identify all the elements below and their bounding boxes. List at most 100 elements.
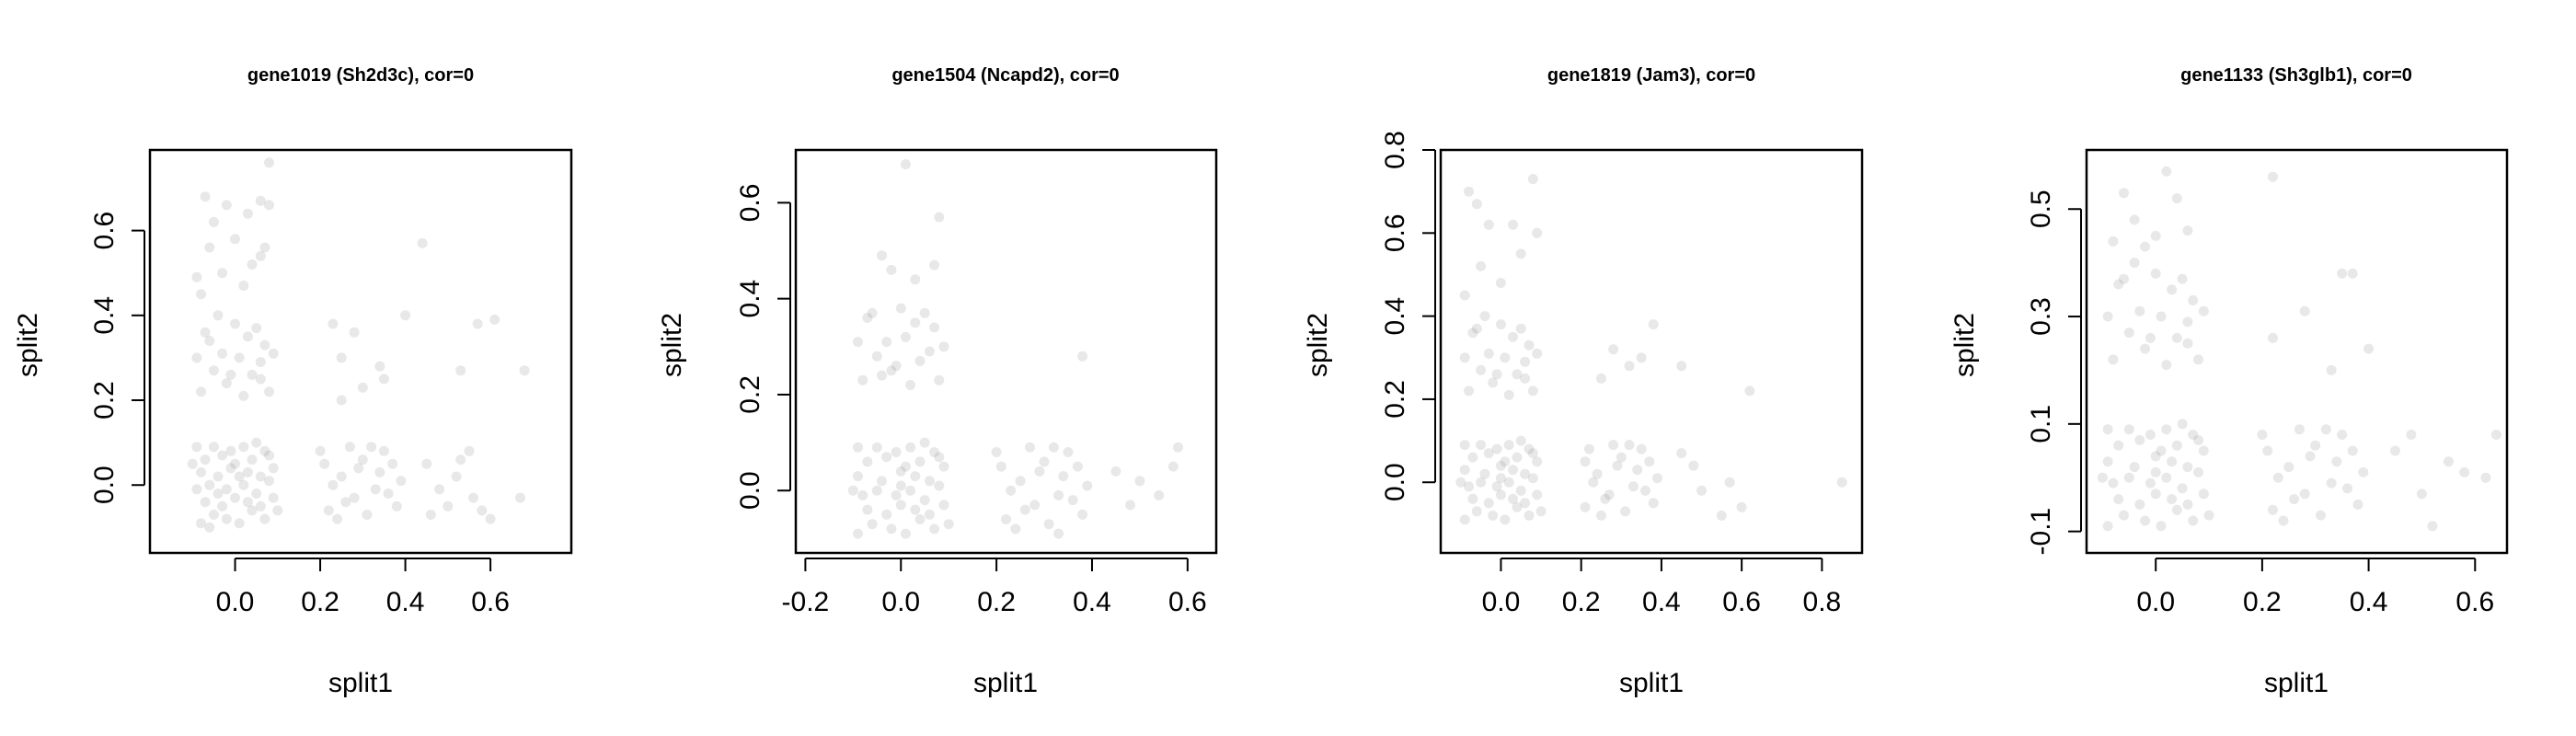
x-axis-title: split1 bbox=[328, 668, 393, 698]
data-point bbox=[217, 268, 228, 279]
data-point bbox=[2390, 445, 2400, 456]
data-point bbox=[914, 514, 926, 524]
data-point bbox=[1459, 290, 1470, 301]
data-point bbox=[191, 271, 202, 282]
y-axis: 0.0 0.2 0.4 0.6 bbox=[89, 212, 145, 504]
y-tick-label: 0.6 bbox=[1380, 213, 1410, 252]
data-point bbox=[1508, 465, 1518, 476]
data-point bbox=[357, 454, 368, 466]
data-point bbox=[1500, 514, 1511, 525]
data-point bbox=[2459, 466, 2470, 477]
data-point bbox=[1495, 489, 1506, 500]
x-axis-title: split1 bbox=[2264, 668, 2329, 698]
data-point bbox=[2145, 477, 2156, 489]
data-point bbox=[191, 352, 202, 363]
data-point bbox=[247, 454, 258, 466]
data-point bbox=[374, 466, 385, 477]
data-point bbox=[1608, 440, 1619, 451]
y-tick-label: 0.3 bbox=[2026, 297, 2056, 336]
data-point bbox=[1476, 364, 1487, 375]
data-point bbox=[247, 505, 258, 516]
data-point bbox=[853, 528, 863, 539]
data-point bbox=[2203, 510, 2214, 521]
data-point bbox=[2443, 456, 2454, 467]
data-point bbox=[191, 484, 202, 495]
data-point bbox=[2150, 268, 2161, 279]
data-point bbox=[1532, 348, 1543, 359]
data-point bbox=[2140, 515, 2151, 526]
data-point bbox=[1476, 440, 1487, 451]
data-point bbox=[1001, 514, 1011, 524]
data-point bbox=[2289, 494, 2300, 505]
data-point bbox=[1515, 485, 1526, 496]
data-point bbox=[867, 519, 878, 530]
data-point bbox=[378, 374, 389, 385]
data-point bbox=[272, 505, 283, 516]
y-axis: 0.0 0.2 0.4 0.6 0.8 bbox=[1380, 131, 1436, 501]
data-point bbox=[247, 259, 258, 270]
y-tick-label: 0.0 bbox=[89, 466, 120, 504]
data-point bbox=[1532, 456, 1543, 467]
data-point bbox=[2480, 472, 2491, 483]
data-point bbox=[1006, 485, 1017, 496]
data-point bbox=[2347, 268, 2358, 279]
data-point bbox=[200, 327, 211, 338]
data-point bbox=[871, 351, 882, 362]
data-point bbox=[1464, 186, 1474, 197]
data-point bbox=[1527, 385, 1538, 397]
data-point bbox=[1077, 509, 1088, 520]
data-point bbox=[900, 159, 911, 170]
data-point bbox=[234, 352, 245, 363]
data-point bbox=[2316, 510, 2326, 521]
data-point bbox=[2182, 316, 2193, 328]
data-point bbox=[2113, 494, 2124, 505]
data-point bbox=[2123, 328, 2134, 339]
data-point bbox=[247, 369, 258, 380]
data-point bbox=[2363, 343, 2375, 354]
data-point bbox=[1459, 514, 1470, 525]
data-point bbox=[1488, 510, 1499, 521]
data-point bbox=[1025, 442, 1035, 453]
data-point bbox=[2119, 188, 2129, 199]
data-point bbox=[1479, 468, 1490, 479]
data-point bbox=[2161, 424, 2172, 435]
data-point bbox=[391, 500, 402, 512]
data-point bbox=[489, 314, 500, 325]
data-point bbox=[895, 480, 906, 491]
data-point bbox=[1616, 452, 1627, 463]
data-point bbox=[1459, 465, 1470, 476]
data-point bbox=[225, 369, 236, 380]
data-points bbox=[187, 157, 530, 533]
y-tick-label: 0.6 bbox=[735, 184, 765, 223]
data-point bbox=[2193, 354, 2203, 365]
data-point bbox=[1467, 452, 1478, 463]
data-point bbox=[2188, 430, 2199, 440]
data-point bbox=[919, 437, 930, 448]
data-point bbox=[455, 454, 466, 466]
data-point bbox=[934, 212, 945, 223]
data-point bbox=[1632, 465, 1643, 476]
x-axis: 0.0 0.2 0.4 0.6 bbox=[216, 558, 510, 617]
data-point bbox=[924, 346, 935, 357]
data-point bbox=[2102, 311, 2113, 322]
data-point bbox=[238, 281, 249, 291]
data-point bbox=[867, 307, 878, 318]
data-point bbox=[2167, 494, 2178, 505]
data-point bbox=[255, 471, 266, 482]
data-point bbox=[1596, 373, 1606, 384]
data-point bbox=[891, 489, 902, 500]
data-point bbox=[857, 489, 868, 500]
data-point bbox=[336, 352, 347, 363]
data-point bbox=[1503, 440, 1514, 451]
data-point bbox=[2283, 462, 2294, 473]
data-point bbox=[234, 518, 245, 529]
plot-frame bbox=[148, 148, 573, 555]
y-tick-label: 0.0 bbox=[1380, 463, 1410, 501]
data-point bbox=[1500, 456, 1511, 467]
data-point bbox=[2119, 273, 2129, 284]
data-point bbox=[1612, 460, 1623, 471]
data-point bbox=[383, 489, 394, 499]
data-point bbox=[1520, 373, 1531, 384]
data-point bbox=[315, 445, 326, 456]
data-point bbox=[230, 492, 240, 503]
